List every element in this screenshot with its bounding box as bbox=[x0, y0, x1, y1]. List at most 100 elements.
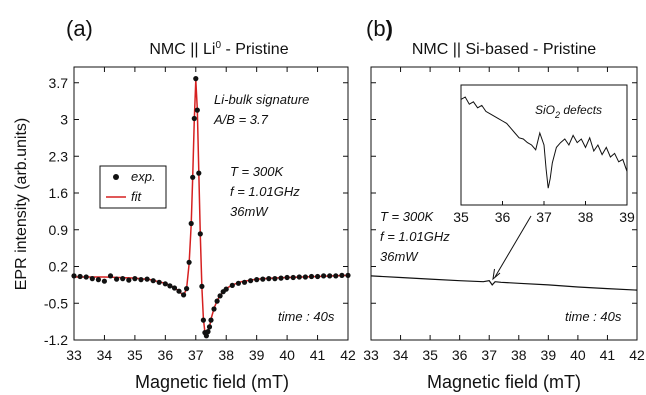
series-exp-point bbox=[302, 274, 308, 280]
series-exp-point bbox=[199, 283, 205, 289]
panel-b-x-tick-label: 33 bbox=[363, 347, 379, 363]
series-exp-point bbox=[184, 286, 190, 292]
series-exp-point bbox=[194, 107, 200, 113]
panel-a-x-tick-label: 36 bbox=[158, 347, 174, 363]
series-exp-point bbox=[188, 220, 194, 227]
series-exp-point bbox=[241, 279, 248, 285]
series-exp-point bbox=[156, 279, 162, 285]
panel-a-y-tick-label: 1.6 bbox=[49, 185, 69, 201]
panel-a-label: (a) bbox=[66, 16, 93, 41]
panel-b: (b) NMC || Si-based - Pristine 33 34 35 36 3… bbox=[363, 16, 645, 392]
annotation-power: 36mW bbox=[230, 204, 269, 219]
series-exp-point bbox=[315, 273, 321, 280]
series-exp-point bbox=[193, 76, 199, 82]
panel-a-x-tick-label: 42 bbox=[340, 347, 356, 363]
series-exp-point bbox=[132, 276, 138, 282]
panel-a-y-tick-label: 0.2 bbox=[49, 259, 69, 275]
series-exp-point bbox=[205, 329, 211, 335]
panel-a-title: NMC || Li0 - Pristine bbox=[149, 40, 288, 58]
series-exp-point bbox=[138, 277, 144, 283]
inset-x-tick-label: 39 bbox=[619, 209, 635, 225]
series-exp-point bbox=[296, 274, 302, 280]
series-exp-point bbox=[211, 306, 217, 312]
series-b-line bbox=[370, 275, 638, 291]
panel-a-x-tick-label: 37 bbox=[188, 347, 204, 363]
series-exp-point bbox=[229, 282, 235, 288]
panel-b-x-tick-label: 35 bbox=[422, 347, 438, 363]
panel-b-x-tick-label: 42 bbox=[629, 347, 645, 363]
panel-a-y-tick-label: 3.7 bbox=[49, 75, 69, 91]
panel-b-x-tick-label: 39 bbox=[541, 347, 557, 363]
series-exp-point bbox=[77, 273, 83, 280]
panel-a-y-tick-label: 3 bbox=[60, 112, 68, 128]
series-exp-point bbox=[345, 272, 351, 278]
series-exp-point bbox=[290, 274, 296, 281]
panel-a-y-tick-label: 2.3 bbox=[49, 148, 69, 164]
inset-arrow bbox=[492, 215, 532, 281]
series-exp-point bbox=[327, 273, 333, 279]
series-exp-point bbox=[89, 276, 95, 282]
series-exp-point bbox=[95, 277, 101, 283]
series-exp-point bbox=[114, 276, 120, 282]
panel-b-x-tick-label: 36 bbox=[452, 347, 468, 363]
panel-b-x-tick-label: 34 bbox=[393, 347, 409, 363]
annotation-b-temp: T = 300K bbox=[380, 209, 434, 224]
annotation-signature: Li-bulk signature bbox=[214, 92, 309, 107]
series-exp-point bbox=[171, 285, 178, 291]
series-exp-point bbox=[339, 272, 345, 278]
panel-a: (a) NMC || Li0 - Pristine 33 34 35 36 37 38 39… bbox=[13, 16, 356, 392]
panel-b-label: (b) bbox=[366, 16, 393, 41]
series-exp-point bbox=[71, 273, 77, 279]
annotation-time: time : 40s bbox=[278, 309, 335, 324]
annotation-b-power: 36mW bbox=[380, 249, 419, 264]
series-exp-point bbox=[235, 280, 241, 286]
series-exp-point bbox=[190, 174, 196, 180]
inset-x-tick-label: 38 bbox=[578, 209, 594, 225]
series-exp-point bbox=[107, 273, 114, 279]
series-exp-point bbox=[266, 276, 272, 282]
series-exp-point bbox=[260, 276, 266, 282]
panel-a-x-axis-title: Magnetic field (mT) bbox=[135, 372, 289, 392]
panel-b-frame bbox=[370, 66, 638, 341]
series-exp-point bbox=[176, 288, 182, 294]
panel-b-x-tick-label: 41 bbox=[600, 347, 616, 363]
series-exp-point bbox=[186, 259, 192, 265]
series-exp-point bbox=[321, 273, 327, 279]
panel-a-frame bbox=[73, 66, 349, 341]
annotation-b-freq: f = 1.01GHz bbox=[380, 229, 450, 244]
inset-series-line bbox=[460, 96, 628, 189]
series-exp-point bbox=[83, 274, 89, 280]
inset-x-tick-label: 35 bbox=[453, 209, 469, 225]
legend: exp. fit bbox=[99, 165, 167, 209]
legend-box bbox=[99, 165, 167, 209]
series-exp-point bbox=[200, 317, 206, 323]
panel-a-y-tick-label: -0.5 bbox=[44, 295, 68, 311]
inset-x-tick-label: 37 bbox=[536, 209, 552, 225]
panel-b-title: NMC || Si-based - Pristine bbox=[412, 41, 596, 58]
inset-plot: SiO2 defects 35 36 37 38 39 bbox=[453, 84, 635, 225]
legend-exp-label: exp. bbox=[131, 169, 156, 184]
panel-a-x-tick-label: 38 bbox=[218, 347, 234, 363]
series-exp-point bbox=[214, 298, 220, 304]
series-exp-point bbox=[254, 277, 260, 283]
series-exp-point bbox=[101, 278, 107, 284]
panel-a-y-tick-label: -1.2 bbox=[44, 332, 68, 348]
panel-a-x-tick-label: 35 bbox=[127, 347, 143, 363]
series-exp-point bbox=[284, 274, 290, 281]
annotation-ratio: A/B = 3.7 bbox=[213, 112, 269, 127]
panel-b-x-tick-label: 37 bbox=[481, 347, 497, 363]
series-exp-point bbox=[150, 278, 156, 284]
series-exp-point bbox=[120, 276, 126, 282]
series-exp-point bbox=[278, 275, 284, 281]
series-exp-point bbox=[126, 277, 132, 283]
legend-fit-label: fit bbox=[131, 189, 143, 204]
series-exp-point bbox=[197, 231, 203, 237]
panel-a-y-tick-label: 0.9 bbox=[49, 222, 69, 238]
panel-b-x-tick-label: 38 bbox=[511, 347, 527, 363]
annotation-temp: T = 300K bbox=[230, 164, 284, 179]
panel-a-x-tick-label: 33 bbox=[66, 347, 82, 363]
series-exp-point bbox=[144, 276, 150, 282]
series-exp-point bbox=[208, 317, 214, 323]
series-exp-point bbox=[248, 278, 254, 284]
panel-a-x-tick-label: 40 bbox=[279, 347, 295, 363]
